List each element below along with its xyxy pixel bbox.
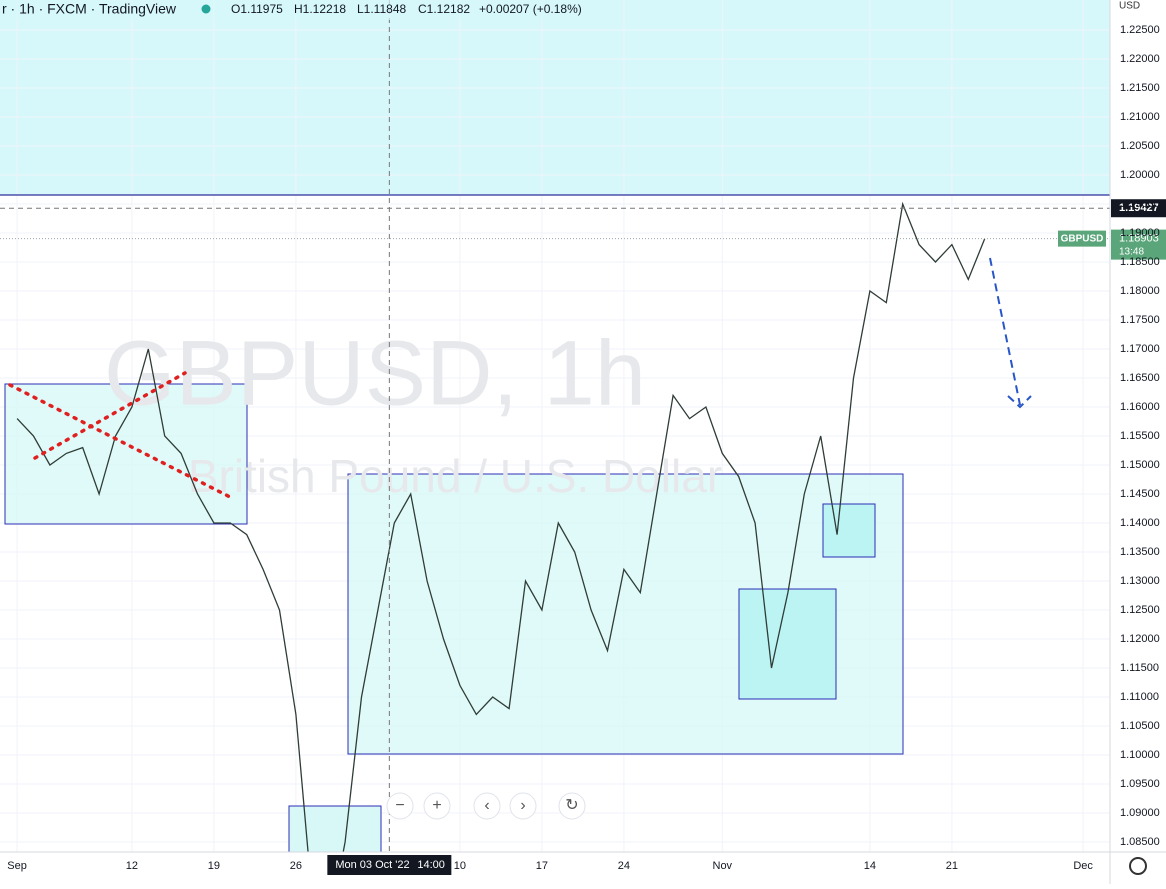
- range-box: [4, 383, 248, 525]
- y-tick-label: 1.14500: [1120, 488, 1160, 500]
- legend-bg: [0, 0, 590, 20]
- y-tick-label: 1.20500: [1120, 140, 1160, 152]
- svg-text:+: +: [432, 797, 441, 814]
- x-tick-label: 17: [536, 860, 548, 872]
- svg-text:−: −: [395, 797, 404, 814]
- y-tick-label: 1.15000: [1120, 459, 1160, 471]
- y-tick-label: 1.16000: [1120, 401, 1160, 413]
- x-tick-label: Nov: [713, 860, 733, 872]
- crosshair-price-tag: [1111, 199, 1166, 218]
- crosshair-price: 1.19427: [1119, 202, 1159, 214]
- symbol-tag: [1058, 230, 1106, 247]
- watermark: GBPUSD, 1h: [104, 322, 646, 424]
- price-line: [16, 201, 986, 852]
- y-tick-label: 1.17500: [1120, 314, 1160, 326]
- y-tick-label: 1.16500: [1120, 372, 1160, 384]
- x-tick-label: 21: [946, 860, 958, 872]
- ohlc: +0.00207 (+0.18%): [479, 2, 582, 16]
- svg-text:↻: ↻: [565, 797, 578, 814]
- y-tick-label: 1.19000: [1120, 227, 1160, 239]
- y-tick-label: 1.10000: [1120, 749, 1160, 761]
- crosshair-time: 14:00: [417, 859, 445, 871]
- y-tick-label: 1.08500: [1120, 836, 1160, 848]
- y-tick-label: 1.12000: [1120, 633, 1160, 645]
- x-tick-label: 10: [454, 860, 466, 872]
- x-tick-label: 12: [126, 860, 138, 872]
- y-tick-label: 1.11000: [1120, 691, 1159, 703]
- y-tick-label: 1.13000: [1120, 575, 1160, 587]
- forecast-arrow: [989, 257, 1032, 409]
- y-tick-label: 1.22000: [1120, 53, 1160, 65]
- symbol: r · 1h · FXCM · TradingView: [2, 1, 177, 17]
- ohlc: H1.12218: [294, 2, 346, 16]
- ohlc: O1.11975: [231, 2, 283, 16]
- trend-line: [8, 383, 232, 499]
- currency: USD: [1119, 1, 1140, 12]
- watermark: British Pound / U.S. Dollar: [188, 450, 722, 502]
- price-tag: [1111, 229, 1166, 260]
- countdown: 13:48: [1119, 246, 1144, 257]
- y-tick-label: 1.20000: [1120, 169, 1160, 181]
- y-tick-label: 1.21000: [1120, 111, 1160, 123]
- y-tick-label: 1.15500: [1120, 430, 1160, 442]
- zoom-out[interactable]: [386, 792, 414, 820]
- ohlc: L1.11848: [357, 2, 406, 16]
- ohlc: C1.12182: [418, 2, 470, 16]
- status-dot: [201, 4, 211, 14]
- svg-text:‹: ‹: [484, 797, 489, 814]
- zone: [0, 0, 1110, 195]
- range-box: [288, 805, 382, 852]
- y-tick-label: 1.19500: [1120, 198, 1160, 210]
- x-tick-label: 14: [864, 860, 876, 872]
- y-tick-label: 1.10500: [1120, 720, 1160, 732]
- x-tick-label: 26: [290, 860, 302, 872]
- x-tick-label: Sep: [7, 860, 27, 872]
- y-tick-label: 1.17000: [1120, 343, 1160, 355]
- y-tick-label: 1.11500: [1120, 662, 1159, 674]
- zoom-in[interactable]: [423, 792, 451, 820]
- x-tick-label: Dec: [1073, 860, 1093, 872]
- trend-line: [33, 371, 187, 460]
- scroll-left[interactable]: [473, 792, 501, 820]
- y-tick-label: 1.12500: [1120, 604, 1160, 616]
- y-tick-label: 1.21500: [1120, 82, 1160, 94]
- price-tag-text: 1.18903: [1119, 233, 1159, 245]
- x-tick-label: 24: [618, 860, 630, 872]
- settings[interactable]: [1129, 857, 1147, 875]
- reset[interactable]: [558, 792, 586, 820]
- y-tick-label: 1.09500: [1120, 778, 1160, 790]
- y-tick-label: 1.22500: [1120, 24, 1160, 36]
- y-tick-label: 1.18000: [1120, 285, 1160, 297]
- y-tick-label: 1.13500: [1120, 546, 1160, 558]
- scroll-right[interactable]: [509, 792, 537, 820]
- y-tick-label: 1.18500: [1120, 256, 1160, 268]
- x-tick-label: 19: [208, 860, 220, 872]
- y-tick-label: 1.14000: [1120, 517, 1160, 529]
- range-box: [738, 588, 837, 700]
- range-box: [822, 503, 876, 558]
- y-tick-label: 1.09000: [1120, 807, 1160, 819]
- crosshair-date: Mon 03 Oct '22: [335, 859, 409, 871]
- crosshair-time-tag: [327, 855, 452, 875]
- svg-text:›: ›: [520, 797, 525, 814]
- symbol-tag-text: GBPUSD: [1061, 233, 1104, 244]
